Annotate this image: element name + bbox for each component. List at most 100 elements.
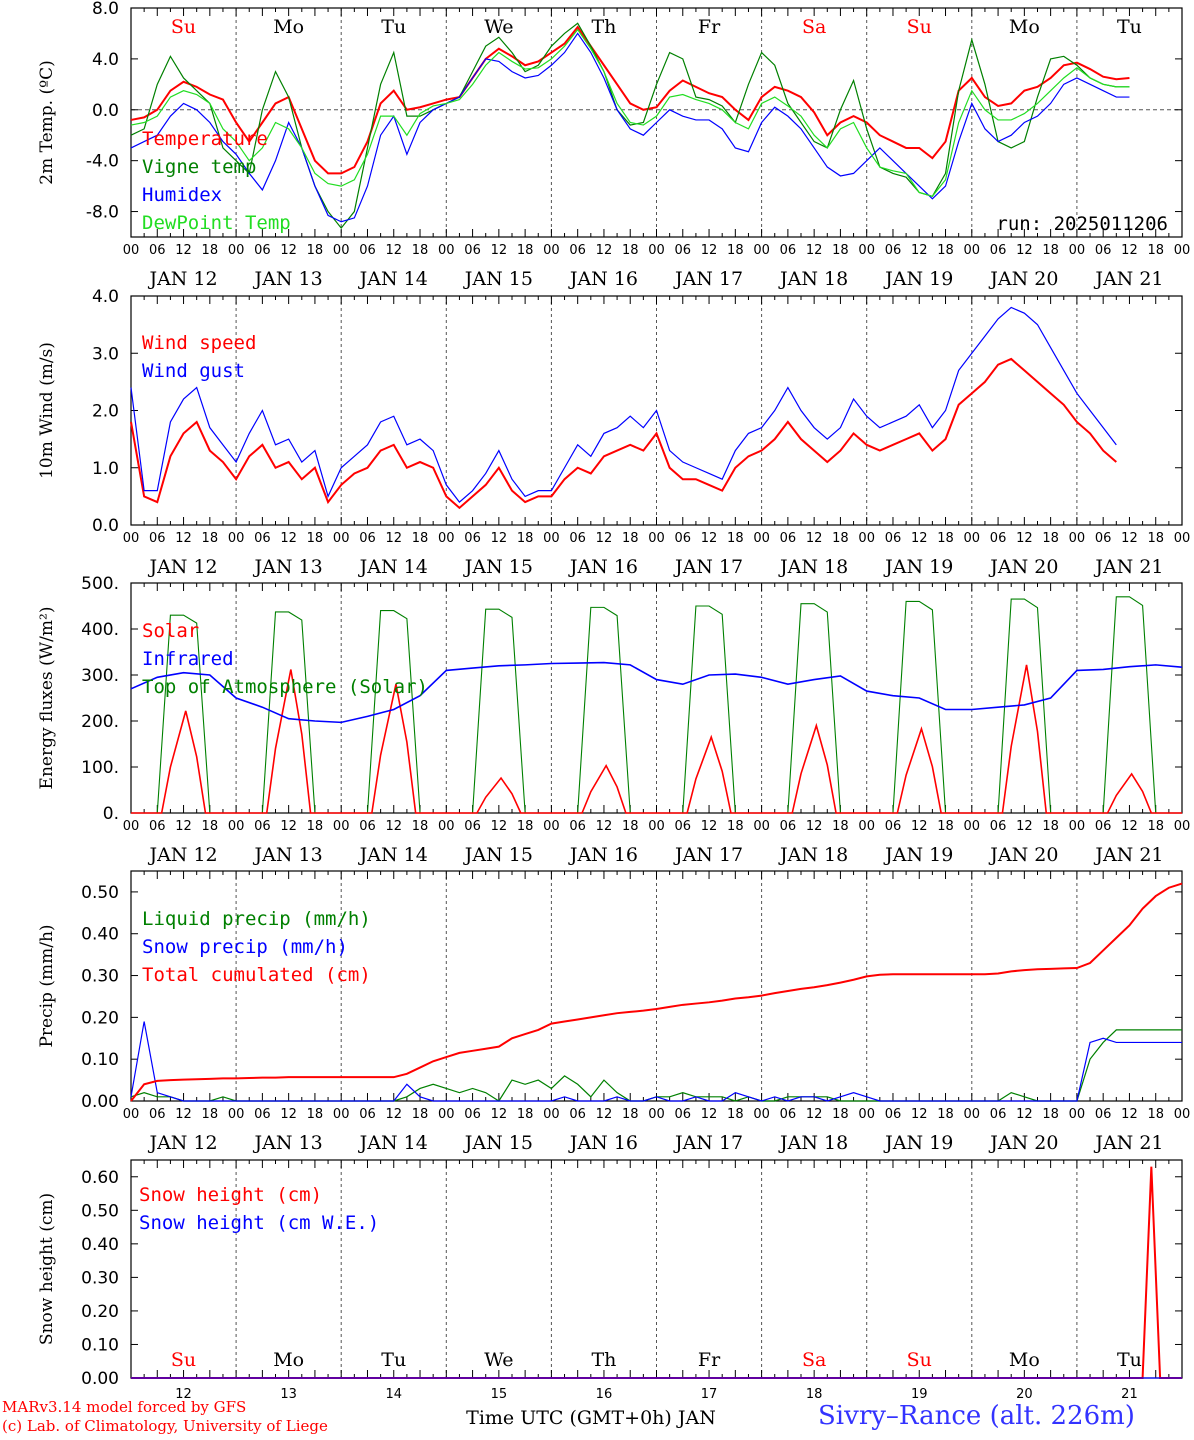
x-hour-label: 06 <box>675 819 692 834</box>
x-hour-label: 18 <box>1147 243 1164 258</box>
y-tick-label: 0.40 <box>81 1235 119 1255</box>
y-axis-label: Snow height (cm) <box>37 1193 57 1345</box>
x-hour-label: 18 <box>202 243 219 258</box>
x-hour-label: 18 <box>727 1107 744 1122</box>
x-hour-label: 00 <box>123 819 140 834</box>
x-hour-label: 18 <box>622 1107 639 1122</box>
x-hour-label: 00 <box>333 819 350 834</box>
y-tick-label: 500. <box>81 574 119 594</box>
x-hour-label: 00 <box>964 819 981 834</box>
x-date-label: JAN 17 <box>673 844 743 866</box>
x-date-label: JAN 14 <box>358 844 428 866</box>
x-date-label: JAN 17 <box>673 1132 743 1154</box>
x-hour-label: 12 <box>491 819 508 834</box>
x-date-label: JAN 20 <box>988 556 1058 578</box>
x-hour-label: 18 <box>307 531 324 546</box>
day-name-top: We <box>484 16 513 38</box>
y-tick-label: 0.20 <box>81 1302 119 1322</box>
bottom-day-number: 20 <box>1016 1387 1033 1402</box>
x-hour-label: 18 <box>1042 1107 1059 1122</box>
x-hour-label: 00 <box>228 243 245 258</box>
day-name-bottom: Tu <box>1117 1349 1142 1371</box>
y-tick-label: 8.0 <box>92 0 119 19</box>
x-hour-label: 12 <box>911 1107 928 1122</box>
x-hour-label: 18 <box>937 819 954 834</box>
x-hour-label: 12 <box>280 243 297 258</box>
x-hour-label: 06 <box>149 1107 166 1122</box>
day-name-top: Mo <box>273 16 304 38</box>
x-hour-label: 00 <box>753 1107 770 1122</box>
x-hour-label: 00 <box>543 1107 560 1122</box>
x-hour-label: 12 <box>911 819 928 834</box>
x-date-label: JAN 12 <box>147 556 217 578</box>
x-hour-label: 00 <box>858 243 875 258</box>
y-axis-label: 2m Temp. (ºC) <box>37 60 57 185</box>
x-date-label: JAN 14 <box>358 1132 428 1154</box>
x-hour-label: 18 <box>937 1107 954 1122</box>
x-hour-label: 12 <box>175 243 192 258</box>
x-hour-label: 06 <box>885 1107 902 1122</box>
panel-3: 500. 400. 300. 200. 100. 0. Energy fluxes (W/m… <box>37 574 1190 866</box>
x-hour-label: 18 <box>412 819 429 834</box>
x-hour-label: 18 <box>1147 819 1164 834</box>
x-hour-label: 18 <box>1147 1107 1164 1122</box>
x-date-label: JAN 12 <box>147 1132 217 1154</box>
y-tick-label: 0. <box>103 804 119 824</box>
y-tick-label: 0.0 <box>92 101 119 121</box>
x-hour-label: 06 <box>464 819 481 834</box>
bottom-day-number: 21 <box>1121 1387 1138 1402</box>
x-hour-label: 00 <box>648 819 665 834</box>
day-name-top: Su <box>907 16 932 38</box>
x-hour-label: 12 <box>175 531 192 546</box>
x-date-label: JAN 17 <box>673 268 743 290</box>
x-hour-label: 12 <box>1016 819 1033 834</box>
y-tick-label: 0.50 <box>81 1201 119 1221</box>
x-hour-label: 12 <box>1121 819 1138 834</box>
x-hour-label: 06 <box>569 1107 586 1122</box>
x-hour-label: 12 <box>911 243 928 258</box>
x-hour-label: 06 <box>990 1107 1007 1122</box>
x-hour-label: 06 <box>780 243 797 258</box>
x-date-label: JAN 19 <box>883 844 953 866</box>
series-line <box>130 22 1130 230</box>
x-hour-label: 00 <box>1174 531 1191 546</box>
x-date-label: JAN 13 <box>253 1132 323 1154</box>
x-hour-label: 06 <box>569 243 586 258</box>
x-hour-label: 18 <box>412 243 429 258</box>
y-tick-label: -4.0 <box>86 152 119 172</box>
x-hour-label: 12 <box>596 531 613 546</box>
x-hour-label: 00 <box>858 1107 875 1122</box>
series-line <box>130 32 1130 223</box>
x-hour-label: 18 <box>622 243 639 258</box>
panel-2: 4.0 3.0 2.0 1.0 0.0 10m Wind (m/s) 00 06 12 18 00 0… <box>37 287 1190 578</box>
y-tick-label: 0.10 <box>81 1050 119 1070</box>
x-date-label: JAN 14 <box>358 268 428 290</box>
credit-line-2: (c) Lab. of Climatology, University of L… <box>2 1417 328 1435</box>
y-tick-label: 0.40 <box>81 925 119 945</box>
legend-item: Wind speed <box>142 332 256 354</box>
x-hour-label: 06 <box>780 531 797 546</box>
x-hour-label: 06 <box>464 1107 481 1122</box>
x-hour-label: 06 <box>254 243 271 258</box>
y-tick-label: 400. <box>81 620 119 640</box>
bottom-axis: 12 13 14 15 16 17 18 19 20 21 Time UTC (GMT+0h) JA… <box>175 1387 1137 1429</box>
x-hour-label: 18 <box>832 819 849 834</box>
x-hour-label: 18 <box>937 243 954 258</box>
x-hour-label: 00 <box>333 243 350 258</box>
x-hour-label: 06 <box>675 531 692 546</box>
x-hour-label: 06 <box>569 531 586 546</box>
x-hour-label: 00 <box>228 1107 245 1122</box>
day-names: Su Su Mo Mo Tu Tu We We Th Th Fr Fr Sa Sa Su Su Mo Mo Tu Tu <box>171 16 1142 1371</box>
x-hour-label: 12 <box>596 243 613 258</box>
x-hour-label: 00 <box>543 531 560 546</box>
x-date-label: JAN 13 <box>253 844 323 866</box>
x-hour-label: 18 <box>622 819 639 834</box>
x-hour-label: 18 <box>517 819 534 834</box>
bottom-day-number: 18 <box>806 1387 823 1402</box>
x-hour-label: 00 <box>1069 531 1086 546</box>
x-hour-label: 18 <box>517 243 534 258</box>
day-name-bottom: Sa <box>802 1349 826 1371</box>
x-hour-label: 00 <box>648 243 665 258</box>
x-date-label: JAN 14 <box>358 556 428 578</box>
legend-item: Temperature <box>142 128 268 150</box>
